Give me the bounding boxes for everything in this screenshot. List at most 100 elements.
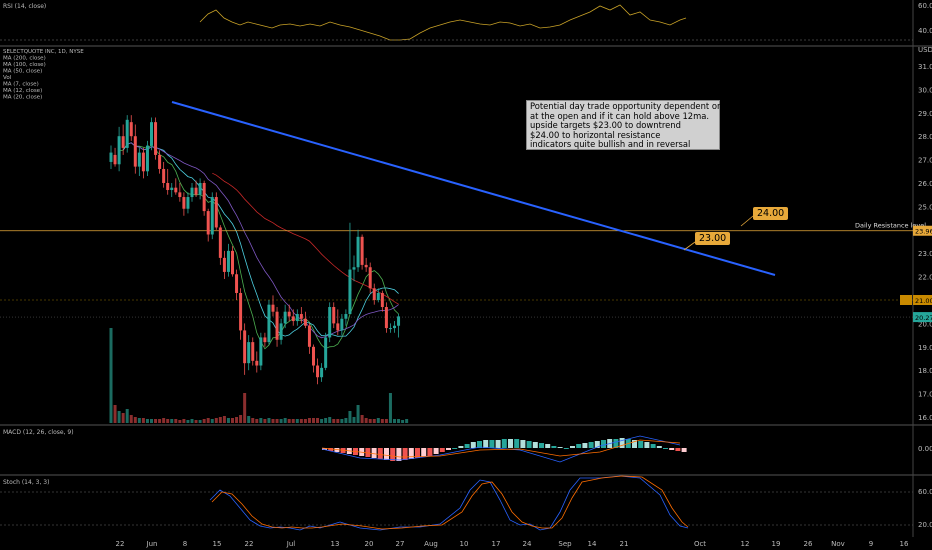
candle-body [303,318,307,326]
price-tick-label: 25.00 [918,203,932,211]
volume-bar [299,419,303,423]
candle-body [356,236,360,268]
volume-bar [141,418,145,423]
resistance-label: Daily Resistance level [855,222,926,230]
volume-bar [263,419,267,423]
candle-body [275,311,279,340]
volume-bar [336,419,340,423]
candle-body [263,337,267,343]
volume-bar [194,420,198,423]
macd-bar [439,448,445,452]
stoch-legend: Stoch (14, 3, 3) [3,479,49,486]
ma-12-line [122,142,399,337]
macd-bar [532,442,538,448]
volume-bar [324,418,328,423]
volume-bar [291,419,295,423]
candle-body [190,187,194,198]
stoch-tick-60: 60.00 [918,488,932,496]
volume-bar [259,418,263,423]
time-tick-label: 15 [213,540,222,548]
volume-bar [344,418,348,423]
candle-body [384,307,388,329]
price-tick-label: 26.00 [918,180,932,188]
main-legend-line: MA (100, close) [3,62,46,68]
volume-bar [174,419,178,423]
volume-bar [121,413,125,423]
macd-bar [576,444,582,448]
volume-bar [380,419,384,423]
macd-bar [526,441,532,448]
candle-body [380,292,384,308]
macd-bar [570,446,575,448]
candle-body [154,122,158,155]
volume-bar [267,418,271,423]
time-tick-label: Jul [286,540,296,548]
time-tick-label: 17 [492,540,501,548]
target-label-23[interactable]: 23.00 [695,232,731,245]
volume-bar [332,419,336,423]
macd-bar [396,448,402,461]
candle-body [125,119,129,148]
volume-bar [384,419,388,423]
candle-body [271,304,275,312]
candle-body [194,187,198,195]
candle-body [202,183,206,212]
macd-bar [322,448,327,450]
candle-body [226,250,230,272]
candles [109,115,401,385]
price-tick-label: 22.00 [918,274,932,282]
main-legend-line: SELECTQUOTE INC, 1D, NYSE [3,49,84,55]
macd-bar [377,448,383,459]
overlays [0,101,913,350]
macd-bar [402,448,408,460]
volume-bar [397,419,401,423]
annotation-line: indicators quite bullish and in reversal [530,139,691,150]
macd-bar [594,441,600,448]
candle-body [117,136,121,165]
candle-body [259,337,263,366]
macd-bar [644,442,650,448]
volume-bar [316,418,320,423]
target-24-pointer [740,215,754,227]
volume-bar [356,405,360,423]
candle-body [360,236,364,265]
candle-body [324,337,328,368]
candle-body [239,292,243,331]
target-label-24[interactable]: 24.00 [753,207,789,220]
volume-bar [162,418,166,423]
candle-body [267,304,271,343]
last-price-tag [913,312,932,323]
main-legend-line: Vol [3,75,12,81]
candle-body [166,183,170,191]
candle-body [198,183,202,195]
candle-body [376,292,380,300]
candle-body [368,267,372,289]
main-legend-line: MA (50, close) [3,69,42,75]
volume-bar [222,416,226,423]
candle-body [291,316,295,322]
candle-body [336,323,340,331]
annotation-line: $24.00 to horizontal resistance [530,129,661,140]
volume-bar [393,419,396,423]
annotation-note[interactable]: Potential day trade opportunity dependen… [526,100,756,150]
macd-line [321,435,681,463]
macd-bar [601,440,606,448]
candle-body [352,267,356,270]
rsi-legend: RSI (14, close) [3,3,46,10]
candle-body [255,360,259,366]
candle-body [121,136,125,148]
time-tick-label: 19 [772,540,781,548]
candle-body [397,316,401,326]
price-tick-label: 30.00 [918,86,932,94]
candle-body [186,197,190,209]
volume-bar [129,415,133,423]
candle-body [206,211,210,235]
macd-bar [464,444,470,448]
candle-body [372,288,376,300]
time-tick-label: Aug [424,540,438,548]
volume-bar [206,418,210,423]
macd-bar [588,442,594,448]
candle-body [344,314,348,319]
volume-bar [287,419,291,423]
